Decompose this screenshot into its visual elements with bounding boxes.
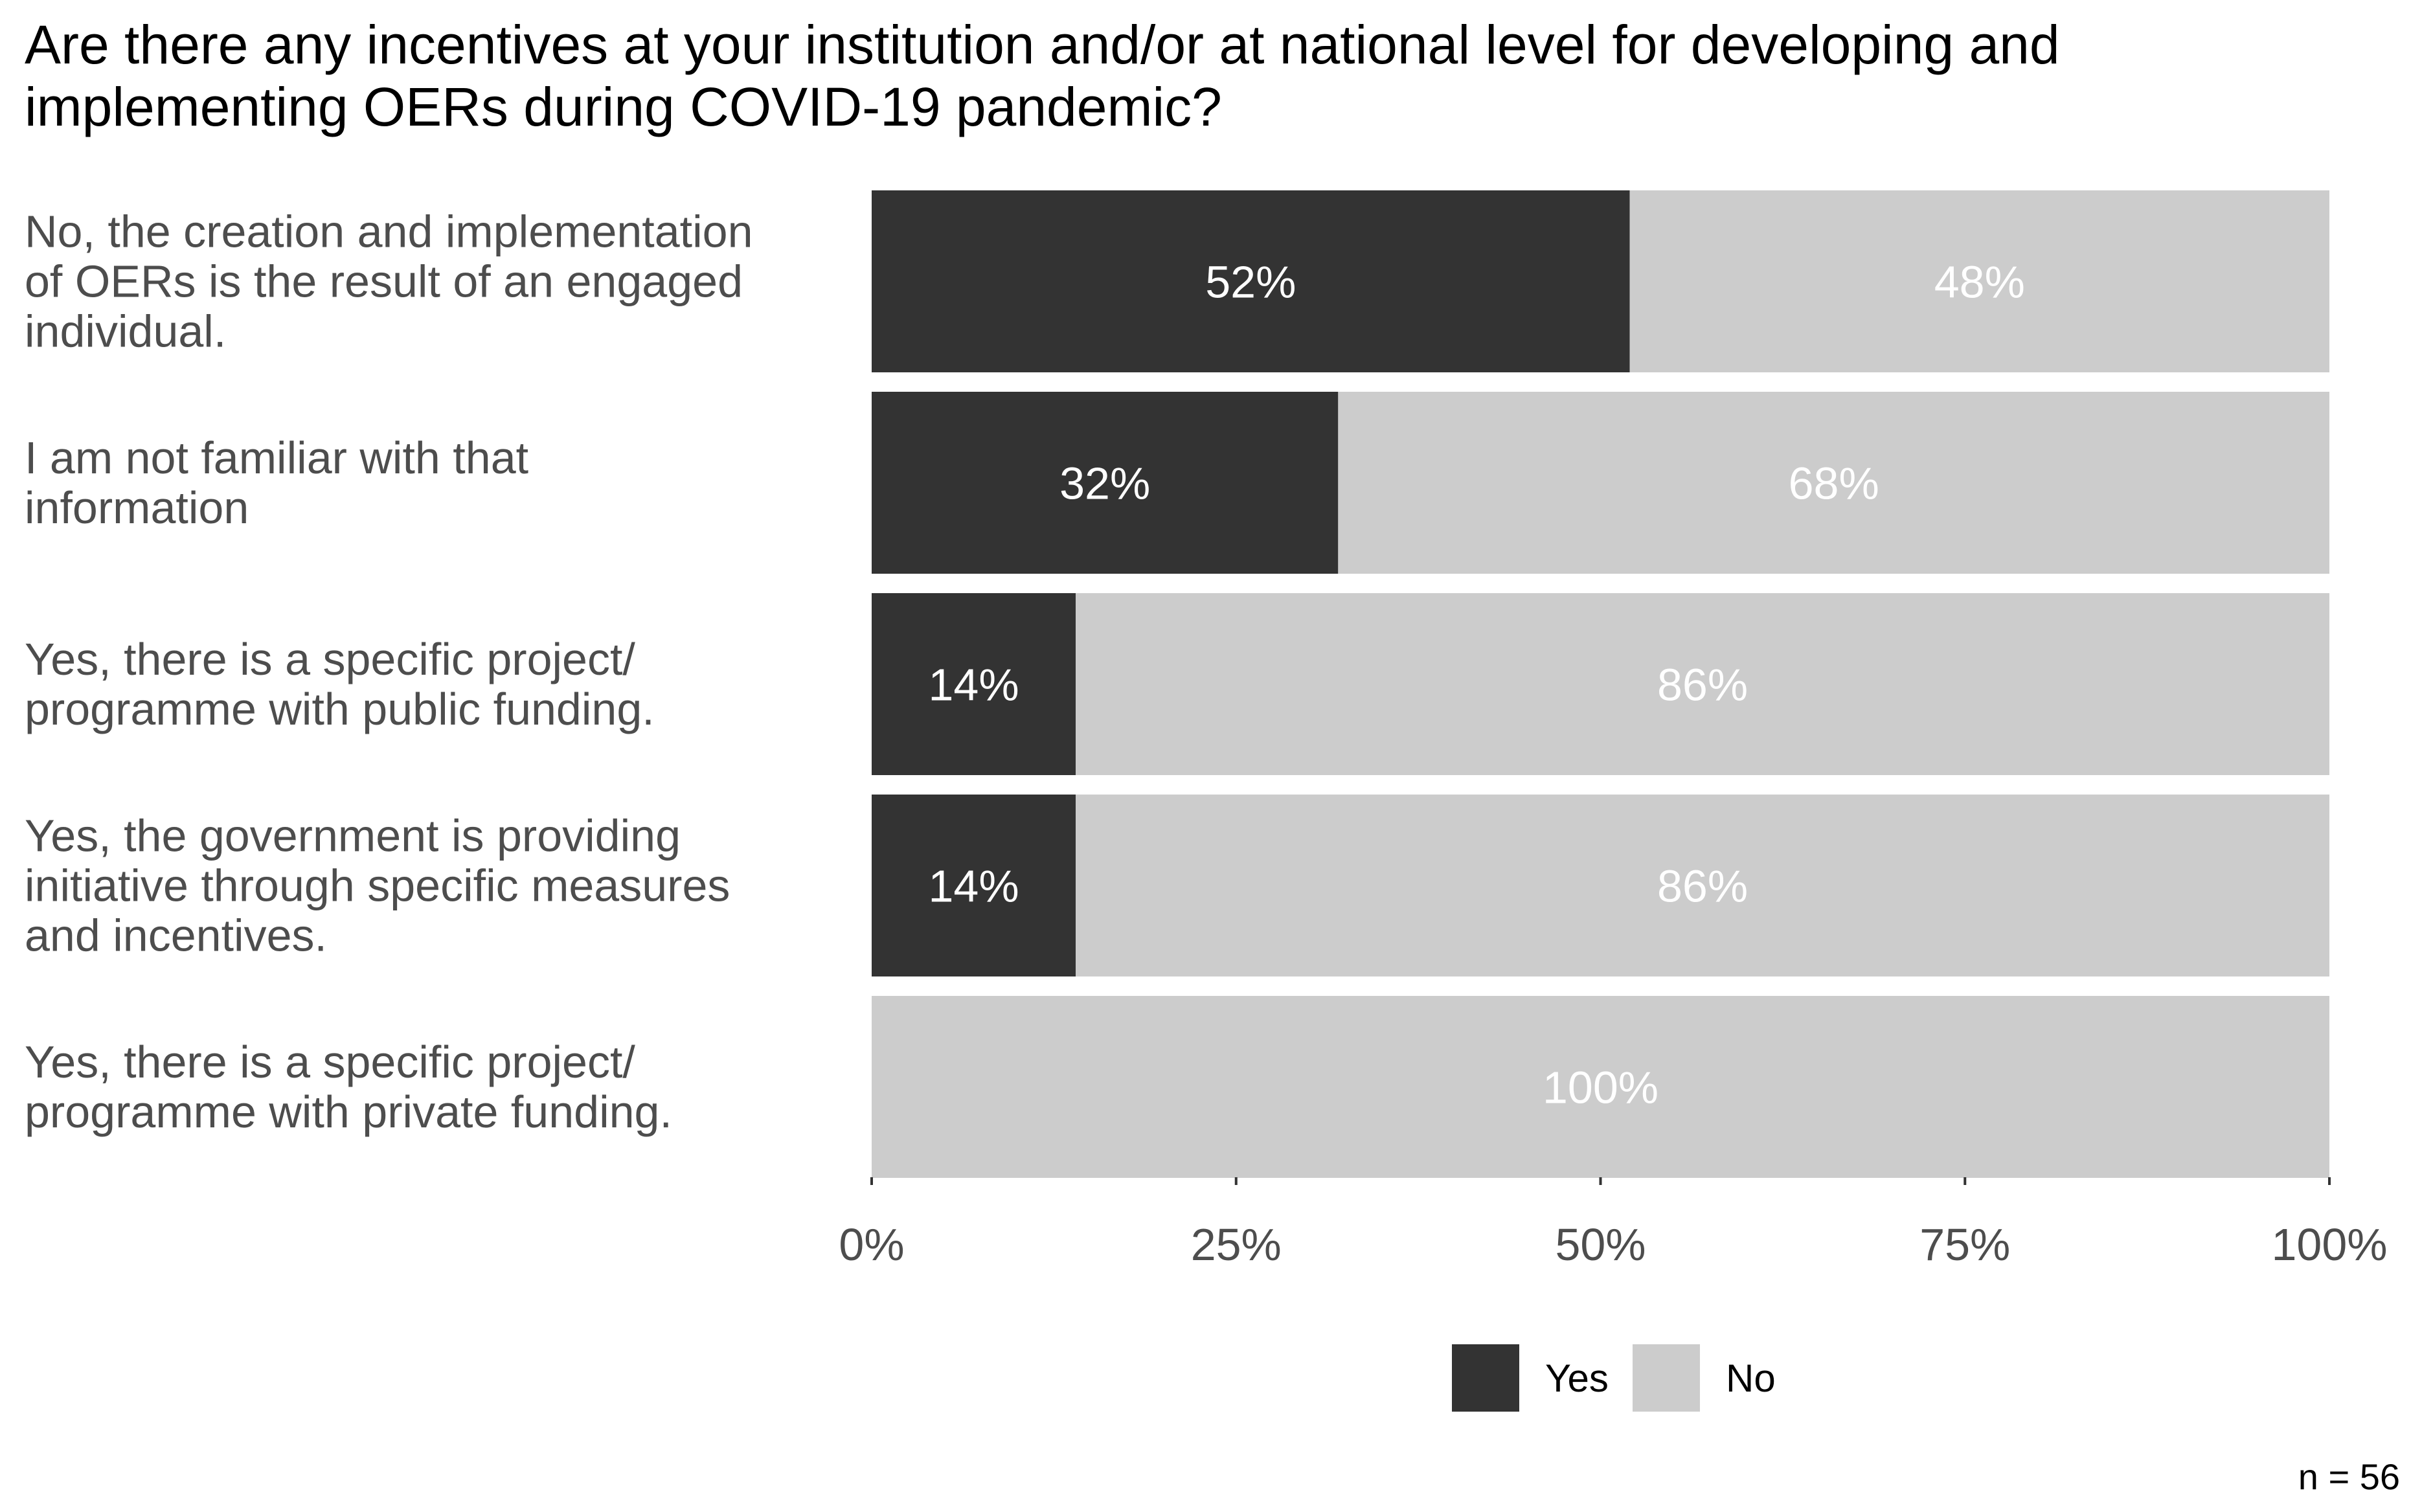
data-label: 52% [1205, 257, 1296, 308]
legend-key-no [1633, 1344, 1700, 1412]
category-label: No, the creation and implementation [25, 207, 753, 257]
x-tick-label: 75% [1919, 1219, 2010, 1270]
category-label: individual. [25, 306, 226, 357]
bar-yes [872, 593, 1076, 775]
category-label: Yes, the government is providing [25, 811, 681, 861]
data-label: 14% [929, 660, 1019, 710]
data-label: 86% [1657, 861, 1748, 912]
x-tick-label: 0% [839, 1219, 904, 1270]
bars: 52% 48% 32% 68% 14% 86% 14% 86% 100% [872, 190, 2329, 1178]
category-label: of OERs is the result of an engaged [25, 256, 743, 307]
legend-label-yes: Yes [1545, 1357, 1609, 1400]
data-label: 68% [1789, 458, 1879, 509]
data-label: 14% [929, 861, 1019, 912]
category-label: Yes, there is a specific project/ [25, 634, 635, 684]
category-label: initiative through specific measures [25, 861, 730, 911]
data-label: 100% [1543, 1063, 1658, 1113]
legend-label-no: No [1726, 1357, 1776, 1400]
category-label: programme with private funding. [25, 1087, 672, 1137]
data-label: 48% [1934, 257, 2025, 308]
bar-yes [872, 392, 1339, 574]
bar-yes [872, 795, 1076, 976]
data-label: 32% [1059, 458, 1150, 509]
data-label: 86% [1657, 660, 1748, 710]
x-tick-label: 100% [2271, 1219, 2387, 1270]
legend-key-yes [1452, 1344, 1519, 1412]
x-tick-label: 50% [1555, 1219, 1646, 1270]
caption: n = 56 [2298, 1456, 2400, 1497]
category-label: and incentives. [25, 910, 327, 961]
category-label: information [25, 482, 249, 533]
chart-title: Are there any incentives at your institu… [25, 14, 2060, 137]
category-label: programme with public funding. [25, 684, 655, 734]
chart-title-line: Are there any incentives at your institu… [25, 14, 2060, 75]
chart-title-line: implementing OERs during COVID-19 pandem… [25, 76, 1222, 137]
bar-no [1629, 190, 2329, 372]
legend: Yes No [1452, 1344, 1776, 1412]
bar-no [872, 996, 2329, 1178]
bar-yes [872, 190, 1630, 372]
category-label: Yes, there is a specific project/ [25, 1037, 635, 1087]
bar-no [1076, 795, 2329, 976]
category-label: I am not familiar with that [25, 433, 528, 483]
x-axis: 0% 25% 50% 75% 100% [839, 1177, 2388, 1270]
x-tick-label: 25% [1191, 1219, 1282, 1270]
bar-no [1338, 392, 2329, 574]
bar-no [1076, 593, 2329, 775]
